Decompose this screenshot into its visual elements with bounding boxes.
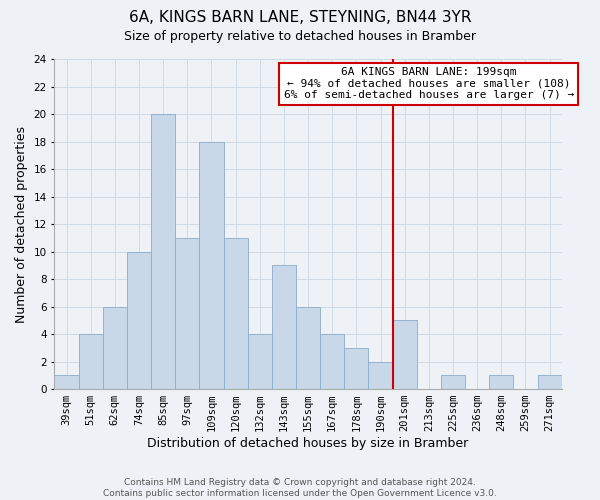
Y-axis label: Number of detached properties: Number of detached properties xyxy=(15,126,28,322)
Bar xyxy=(127,252,151,389)
Bar xyxy=(368,362,392,389)
Bar xyxy=(392,320,417,389)
Bar xyxy=(79,334,103,389)
Bar xyxy=(538,376,562,389)
Bar xyxy=(224,238,248,389)
X-axis label: Distribution of detached houses by size in Bramber: Distribution of detached houses by size … xyxy=(148,437,469,450)
Bar xyxy=(320,334,344,389)
Bar xyxy=(489,376,514,389)
Bar xyxy=(103,306,127,389)
Bar xyxy=(151,114,175,389)
Bar xyxy=(441,376,465,389)
Bar xyxy=(248,334,272,389)
Bar xyxy=(272,266,296,389)
Bar xyxy=(55,376,79,389)
Bar xyxy=(199,142,224,389)
Bar xyxy=(344,348,368,389)
Bar xyxy=(175,238,199,389)
Bar xyxy=(296,306,320,389)
Text: 6A KINGS BARN LANE: 199sqm
← 94% of detached houses are smaller (108)
6% of semi: 6A KINGS BARN LANE: 199sqm ← 94% of deta… xyxy=(284,67,574,100)
Text: 6A, KINGS BARN LANE, STEYNING, BN44 3YR: 6A, KINGS BARN LANE, STEYNING, BN44 3YR xyxy=(129,10,471,25)
Text: Size of property relative to detached houses in Bramber: Size of property relative to detached ho… xyxy=(124,30,476,43)
Text: Contains HM Land Registry data © Crown copyright and database right 2024.
Contai: Contains HM Land Registry data © Crown c… xyxy=(103,478,497,498)
